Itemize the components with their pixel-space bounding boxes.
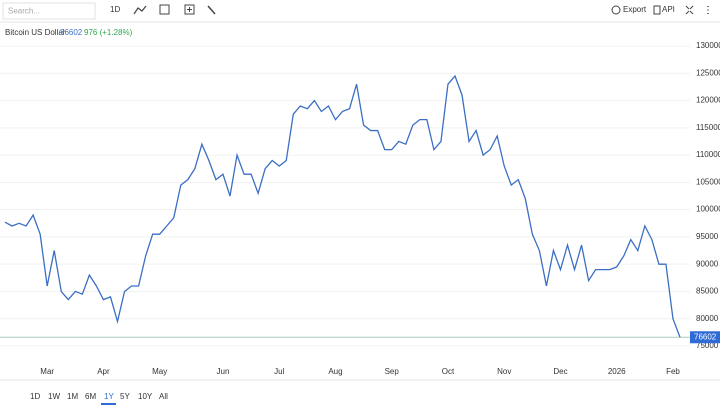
api-icon[interactable] — [653, 5, 661, 15]
y-tick-label: 75000 — [696, 341, 719, 350]
export-button[interactable]: Export — [623, 5, 647, 14]
legend-name: Bitcoin US Dollar — [5, 28, 66, 37]
search-placeholder: Search... — [8, 7, 40, 16]
last-price-tag — [690, 331, 720, 344]
x-tick-label: Mar — [40, 367, 54, 376]
x-tick-label: Aug — [328, 367, 342, 376]
y-tick-label: 100000 — [696, 205, 720, 214]
x-tick-label: Feb — [666, 367, 680, 376]
y-tick-label: 80000 — [696, 314, 719, 323]
interval-button[interactable]: 1D — [110, 5, 120, 14]
x-tick-label: Jul — [274, 367, 284, 376]
x-tick-label: Dec — [553, 367, 567, 376]
api-button[interactable]: API — [662, 5, 675, 14]
range-button[interactable]: 10Y — [138, 392, 153, 401]
legend-price: 76602 — [60, 28, 83, 37]
y-tick-label: 105000 — [696, 177, 720, 186]
y-tick-label: 115000 — [696, 123, 720, 132]
price-line — [4, 74, 681, 338]
calendar-icon[interactable] — [159, 4, 170, 15]
tools-icon[interactable] — [207, 5, 216, 15]
y-tick-label: 130000 — [696, 41, 720, 50]
x-tick-label: Sep — [385, 367, 400, 376]
range-button[interactable]: 1D — [30, 392, 40, 401]
y-tick-label: 125000 — [696, 68, 720, 77]
range-button[interactable]: All — [159, 392, 168, 401]
export-icon[interactable] — [611, 5, 621, 15]
x-tick-label: Jun — [217, 367, 230, 376]
x-tick-label: Nov — [497, 367, 511, 376]
y-tick-label: 85000 — [696, 287, 719, 296]
y-tick-label: 95000 — [696, 232, 719, 241]
y-tick-label: 110000 — [696, 150, 720, 159]
add-icon-plus — [187, 7, 192, 12]
fullscreen-icon[interactable] — [685, 5, 694, 15]
range-button[interactable]: 1Y — [104, 392, 114, 401]
x-tick-label: Apr — [97, 367, 110, 376]
x-tick-label: 2026 — [608, 367, 626, 376]
range-button[interactable]: 1W — [48, 392, 60, 401]
y-tick-label: 120000 — [696, 96, 720, 105]
chart-type-icon[interactable] — [133, 5, 147, 15]
y-tick-label: 90000 — [696, 259, 719, 268]
range-button[interactable]: 6M — [85, 392, 96, 401]
search-box[interactable] — [2, 2, 96, 20]
range-button[interactable]: 1M — [67, 392, 78, 401]
range-button[interactable]: 5Y — [120, 392, 130, 401]
last-price-label: 76602 — [694, 332, 717, 341]
add-icon[interactable] — [184, 4, 195, 15]
legend-change: 976 (+1.28%) — [84, 28, 133, 37]
x-tick-label: Oct — [442, 367, 455, 376]
x-tick-label: May — [152, 367, 167, 376]
